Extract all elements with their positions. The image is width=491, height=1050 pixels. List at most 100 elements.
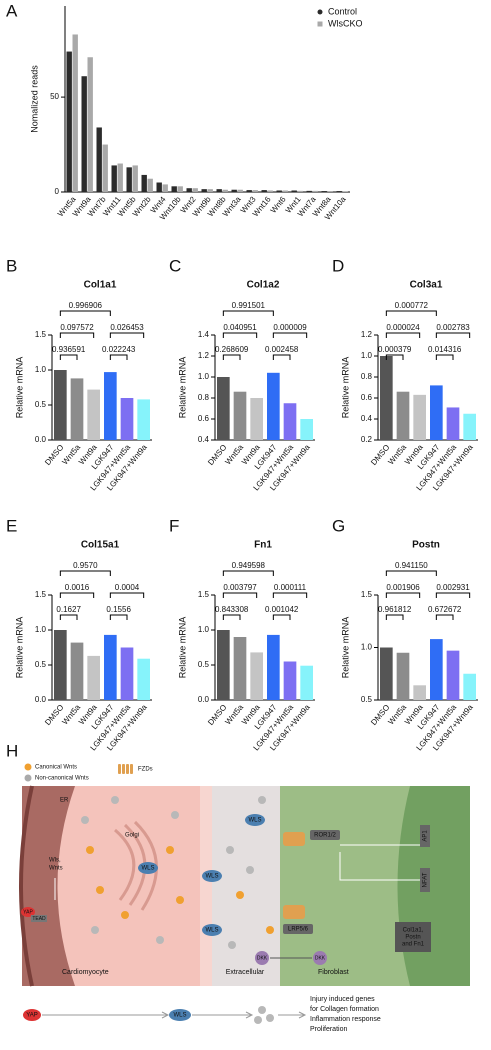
bar [380,356,393,440]
dkk: DKK DKK [255,951,327,965]
bar [137,399,150,440]
p-value: 0.949598 [232,561,266,570]
protein-label: ROR1/2 [314,833,336,839]
protein-label: Col1a1, [403,928,424,934]
p-value: 0.014316 [428,345,462,354]
protein-label: WLS [141,866,154,872]
bar [231,189,237,192]
panel-letter: B [6,256,17,275]
bar [246,190,252,192]
protein-label: YAP [23,909,33,915]
y-tick-label: 1.5 [35,590,47,599]
nucleus [22,786,75,986]
significance-bracket [385,332,421,338]
bar [111,165,117,192]
protein-label: WLS [248,818,261,824]
significance-bracket [385,354,404,360]
legend-label: Control [328,6,357,16]
diagram: H Canonical Wnts Non-canonical Wnts FZDs… [6,741,470,1033]
y-tick-label: 1.0 [361,643,373,652]
bar [201,189,207,192]
y-tick-label: 0 [55,187,60,196]
bar [282,190,288,192]
panel-letter: C [169,256,181,275]
bar [87,57,93,192]
arrow [42,1011,170,1019]
signal-line [339,844,420,881]
protein-label: Wls, [49,858,61,864]
bar [162,184,168,192]
significance-bracket [59,592,95,598]
bar [104,372,117,440]
panel-letter: E [6,516,17,535]
y-tick-label: 1.5 [361,590,373,599]
arrow [192,1011,254,1019]
bar [250,652,263,700]
y-tick-label: 1.2 [361,330,373,339]
y-tick-label: 0.0 [35,435,47,444]
tf-box [420,825,430,847]
significance-bracket [222,614,241,620]
bar [70,378,84,440]
region-label: Extracellular [226,969,265,976]
significance-bracket [109,332,145,338]
bar [321,191,327,192]
panel-letter: F [169,516,179,535]
p-value: 0.040951 [223,323,257,332]
bar [104,634,117,700]
bar [102,144,108,192]
panel-letter: A [6,1,18,20]
bar [237,189,243,192]
significance-bracket [59,354,78,360]
bar [463,673,476,700]
bar [222,189,228,192]
tf-box [420,868,430,892]
bar [81,76,87,192]
significance-bracket [59,310,111,316]
y-tick-label: 0.8 [198,393,210,402]
wls-group: WLS WLS WLS WLS [138,814,265,936]
bar [446,650,460,700]
y-tick-label: 0.5 [35,400,47,409]
bar [186,188,192,192]
bar [430,639,443,700]
significance-bracket [385,570,437,576]
bar [300,665,313,700]
bar [54,370,67,440]
panel-letter: H [6,741,18,760]
x-tick-label: Wnt6 [269,194,288,215]
bar [96,127,102,192]
p-value: 0.097572 [60,323,94,332]
protein-label: DKK [315,955,326,961]
y-tick-label: 1.0 [35,625,47,634]
y-tick-label: 1.2 [198,351,210,360]
protein-label: Wnts [49,866,63,872]
bar [132,165,138,192]
legend-dot [24,763,32,771]
panel-letter: D [332,256,344,275]
bar [233,637,247,700]
significance-bracket [59,332,95,338]
bar [217,377,230,440]
p-value: 0.996906 [69,301,103,310]
y-tick-label: 1.0 [361,351,373,360]
chart-title: Col1a1 [84,280,117,291]
y-axis-label: Relative mRNA [177,357,187,419]
y-tick-label: 0.5 [198,660,210,669]
x-tick-label: DMSO [369,703,391,727]
x-tick-label: DMSO [369,443,391,467]
outcome-text: Proliferation [310,1026,347,1033]
y-axis-label: Relative mRNA [14,617,24,679]
y-axis-label: Nomalized reads [29,65,39,133]
bar [141,174,147,192]
chart-title: Postn [412,540,440,551]
bar [120,647,134,700]
legend-marker [317,9,323,15]
yap [23,1009,41,1021]
bar [87,389,100,440]
significance-bracket [109,354,128,360]
bar [267,190,273,192]
tead [31,915,47,922]
significance-bracket [272,354,291,360]
protein-label: and Fn1 [402,942,425,948]
